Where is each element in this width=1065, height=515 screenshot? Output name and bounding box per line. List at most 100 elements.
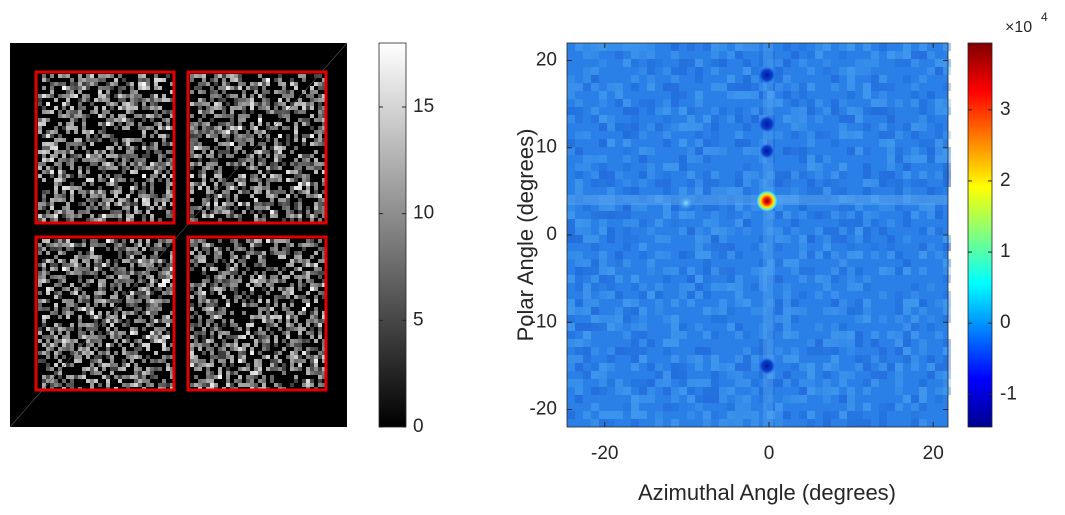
- texture-cell: [294, 194, 298, 198]
- texture-cell: [130, 279, 134, 283]
- texture-cell: [631, 403, 639, 411]
- texture-cell: [847, 411, 855, 419]
- texture-cell: [310, 315, 314, 319]
- texture-cell: [46, 367, 50, 371]
- texture-cell: [42, 118, 46, 122]
- texture-cell: [687, 227, 695, 235]
- texture-cell: [146, 178, 150, 182]
- texture-cell: [214, 162, 218, 166]
- texture-cell: [615, 83, 623, 91]
- texture-cell: [903, 267, 911, 275]
- texture-cell: [122, 275, 126, 279]
- texture-cell: [234, 327, 238, 331]
- texture-cell: [919, 379, 927, 387]
- texture-cell: [66, 347, 70, 351]
- texture-cell: [106, 259, 110, 263]
- texture-cell: [318, 162, 322, 166]
- texture-cell: [78, 98, 82, 102]
- texture-cell: [863, 171, 871, 179]
- texture-cell: [583, 331, 591, 339]
- texture-cell: [258, 279, 262, 283]
- texture-cell: [70, 106, 74, 110]
- texture-cell: [50, 214, 54, 218]
- texture-cell: [655, 307, 663, 315]
- texture-cell: [78, 255, 82, 259]
- texture-cell: [278, 154, 282, 158]
- texture-cell: [663, 139, 671, 147]
- texture-cell: [815, 347, 823, 355]
- texture-cell: [250, 275, 254, 279]
- texture-cell: [90, 239, 94, 243]
- texture-cell: [62, 138, 66, 142]
- texture-cell: [775, 211, 783, 219]
- texture-cell: [86, 335, 90, 339]
- texture-cell: [246, 166, 250, 170]
- texture-cell: [839, 163, 847, 171]
- texture-cell: [743, 139, 751, 147]
- texture-cell: [198, 331, 202, 335]
- texture-cell: [583, 235, 591, 243]
- texture-cell: [114, 307, 118, 311]
- texture-cell: [82, 239, 86, 243]
- texture-cell: [102, 194, 106, 198]
- texture-cell: [306, 383, 310, 387]
- texture-cell: [318, 194, 322, 198]
- texture-cell: [94, 263, 98, 267]
- texture-cell: [198, 343, 202, 347]
- texture-cell: [118, 255, 122, 259]
- texture-cell: [98, 331, 102, 335]
- texture-cell: [198, 90, 202, 94]
- texture-cell: [711, 227, 719, 235]
- texture-cell: [114, 299, 118, 303]
- texture-cell: [42, 190, 46, 194]
- texture-cell: [70, 299, 74, 303]
- texture-cell: [775, 347, 783, 355]
- texture-cell: [38, 202, 42, 206]
- texture-cell: [142, 182, 146, 186]
- texture-cell: [126, 275, 130, 279]
- texture-cell: [831, 307, 839, 315]
- texture-cell: [687, 147, 695, 155]
- texture-cell: [306, 371, 310, 375]
- texture-cell: [210, 347, 214, 351]
- texture-cell: [78, 299, 82, 303]
- texture-cell: [46, 379, 50, 383]
- texture-cell: [230, 275, 234, 279]
- texture-cell: [66, 186, 70, 190]
- texture-cell: [110, 182, 114, 186]
- texture-cell: [162, 355, 166, 359]
- texture-cell: [158, 295, 162, 299]
- texture-cell: [134, 307, 138, 311]
- texture-cell: [294, 343, 298, 347]
- texture-cell: [266, 154, 270, 158]
- texture-cell: [226, 186, 230, 190]
- texture-cell: [66, 130, 70, 134]
- texture-cell: [50, 146, 54, 150]
- texture-cell: [222, 287, 226, 291]
- texture-cell: [278, 110, 282, 114]
- texture-cell: [202, 130, 206, 134]
- texture-cell: [318, 166, 322, 170]
- texture-cell: [775, 179, 783, 187]
- texture-cell: [226, 190, 230, 194]
- texture-cell: [911, 211, 919, 219]
- texture-cell: [639, 387, 647, 395]
- texture-cell: [751, 107, 759, 115]
- texture-cell: [194, 86, 198, 90]
- texture-cell: [310, 102, 314, 106]
- texture-cell: [631, 307, 639, 315]
- texture-cell: [254, 202, 258, 206]
- texture-cell: [126, 255, 130, 259]
- texture-cell: [102, 319, 106, 323]
- texture-cell: [647, 43, 655, 51]
- texture-cell: [130, 259, 134, 263]
- texture-cell: [206, 166, 210, 170]
- texture-cell: [735, 395, 743, 403]
- texture-cell: [607, 347, 615, 355]
- texture-cell: [935, 227, 943, 235]
- texture-cell: [314, 339, 318, 343]
- texture-cell: [110, 178, 114, 182]
- texture-cell: [711, 123, 719, 131]
- texture-cell: [142, 291, 146, 295]
- texture-cell: [575, 147, 583, 155]
